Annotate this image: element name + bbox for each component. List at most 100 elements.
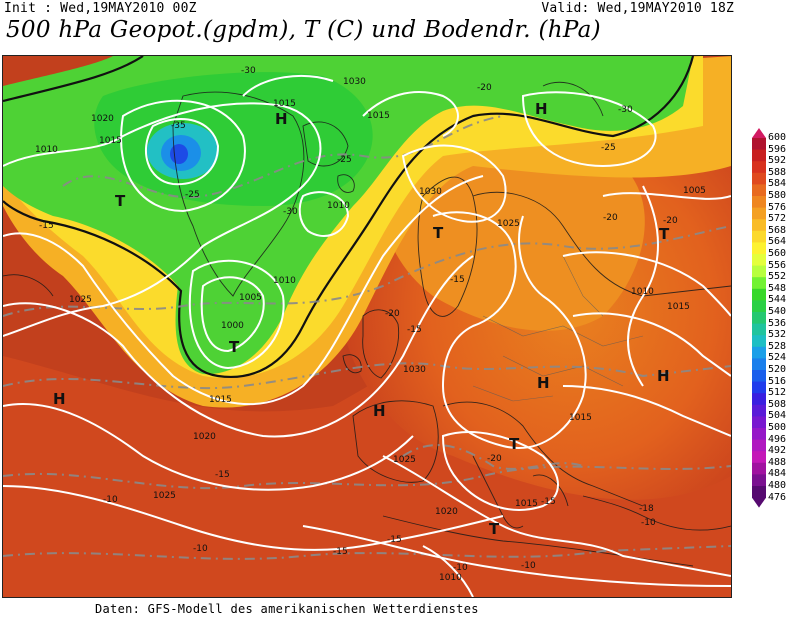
scale-level-label: 524 — [768, 352, 787, 364]
temperature-labels: -30 -35 -25 -30 -25 -20 -15 -20 -25 -30 … — [39, 66, 678, 573]
scale-bottom-arrow — [752, 497, 766, 508]
isobar-label: 1010 — [273, 276, 296, 286]
temp-label: -20 — [603, 213, 618, 223]
scale-level-label: 496 — [768, 433, 787, 445]
scale-swatch — [752, 184, 766, 197]
scale-level-label: 540 — [768, 306, 787, 317]
scale-level-label: 572 — [768, 213, 787, 225]
scale-swatch — [752, 312, 766, 325]
scale-level-label: 488 — [768, 456, 787, 468]
scale-swatch — [752, 474, 766, 487]
scale-level-label: 480 — [768, 480, 787, 491]
map-canvas: -30 -35 -25 -30 -25 -20 -15 -20 -25 -30 … — [3, 56, 731, 597]
scale-swatch — [752, 404, 766, 417]
scale-swatch — [752, 300, 766, 313]
scale-swatch — [752, 207, 766, 220]
scale-swatch — [752, 161, 766, 174]
scale-swatch — [752, 265, 766, 278]
scale-level-label: 564 — [768, 236, 787, 248]
scale-swatch — [752, 335, 766, 348]
scale-level-label: 584 — [768, 178, 787, 190]
temp-label: -15 — [39, 221, 54, 231]
high-center-label: H — [373, 402, 386, 420]
scale-level-label: 508 — [768, 398, 787, 410]
field-light-orange — [380, 140, 645, 331]
temp-label: -10 — [521, 561, 536, 571]
scale-swatch — [752, 230, 766, 243]
temp-label: -25 — [601, 143, 616, 153]
isobar-label: 1015 — [569, 413, 592, 423]
isobar-label: 1015 — [273, 99, 296, 109]
scale-swatch — [752, 288, 766, 301]
scale-swatch — [752, 428, 766, 441]
scale-level-label: 556 — [768, 259, 787, 271]
scale-swatch — [752, 277, 766, 290]
isobar-label: 1015 — [209, 395, 232, 405]
isobar-label: 1030 — [403, 365, 426, 375]
isobar-label: 1000 — [221, 321, 244, 331]
isobars — [3, 75, 731, 597]
temp-label: -20 — [477, 83, 492, 93]
scale-level-label: 580 — [768, 190, 787, 201]
low-center-label: T — [229, 338, 240, 356]
scale-level-label: 536 — [768, 317, 787, 329]
isobar-label: 1015 — [515, 499, 538, 509]
scale-level-label: 504 — [768, 410, 787, 422]
temp-label: -30 — [283, 207, 298, 217]
isobar-label: 1020 — [91, 114, 114, 124]
scale-swatch — [752, 149, 766, 162]
temp-label: -20 — [385, 309, 400, 319]
temp-label: -20 — [663, 216, 678, 226]
scale-level-label: 596 — [768, 143, 787, 155]
scale-level-label: 568 — [768, 224, 787, 236]
scale-level-label: 520 — [768, 364, 787, 375]
temp-label: -15 — [215, 470, 230, 480]
scale-level-label: 588 — [768, 166, 787, 178]
scale-level-label: 516 — [768, 375, 787, 387]
low-center-label: T — [509, 435, 520, 453]
map-title: 500 hPa Geopot.(gpdm), T (C) und Bodendr… — [6, 17, 601, 43]
isotherms — [3, 115, 731, 560]
isobar-label: 1015 — [667, 302, 690, 312]
scale-level-label: 528 — [768, 340, 787, 352]
isobar-label: 1010 — [631, 287, 654, 297]
temp-label: -10 — [103, 495, 118, 505]
valid-time-label: Valid: Wed,19MAY2010 18Z — [541, 1, 734, 16]
temp-label: -30 — [618, 105, 633, 115]
scale-level-label: 560 — [768, 248, 787, 259]
temp-label: -30 — [241, 66, 256, 76]
low-center-label: T — [659, 225, 670, 243]
isobar-label: 1010 — [327, 201, 350, 211]
scale-swatch — [752, 254, 766, 267]
isobar-label: 1010 — [439, 573, 462, 583]
temp-label: -18 — [639, 504, 654, 514]
pressure-centers: H T H H T H H T T H T T — [53, 100, 670, 538]
color-scale-bar — [752, 128, 766, 508]
high-center-label: H — [275, 110, 288, 128]
isobar-labels: 1010 1015 1020 1025 1030 1005 1000 1010 … — [35, 77, 706, 583]
scale-level-label: 492 — [768, 445, 787, 457]
temp-label: -10 — [453, 563, 468, 573]
scale-level-label: 544 — [768, 294, 787, 306]
scale-level-label: 552 — [768, 271, 787, 283]
scale-level-label: 576 — [768, 201, 787, 213]
temp-label: -25 — [185, 190, 200, 200]
borders — [472, 255, 644, 402]
temp-label: -20 — [487, 454, 502, 464]
isobar-label: 1025 — [69, 295, 92, 305]
init-time-label: Init : Wed,19MAY2010 00Z — [4, 1, 197, 16]
scale-level-label: 600 — [768, 132, 787, 143]
low-center-label: T — [489, 520, 500, 538]
scale-swatch — [752, 196, 766, 209]
scale-swatch — [752, 416, 766, 429]
scale-swatch — [752, 242, 766, 255]
scale-swatch — [752, 462, 766, 475]
low-center-label: T — [433, 224, 444, 242]
scale-swatch — [752, 439, 766, 452]
high-center-label: H — [53, 390, 66, 408]
weather-map: -30 -35 -25 -30 -25 -20 -15 -20 -25 -30 … — [2, 55, 732, 598]
scale-swatch — [752, 346, 766, 359]
isobar-label: 1030 — [343, 77, 366, 87]
field-deep-blue — [170, 144, 188, 164]
data-source-credit: Daten: GFS-Modell des amerikanischen Wet… — [95, 602, 479, 616]
